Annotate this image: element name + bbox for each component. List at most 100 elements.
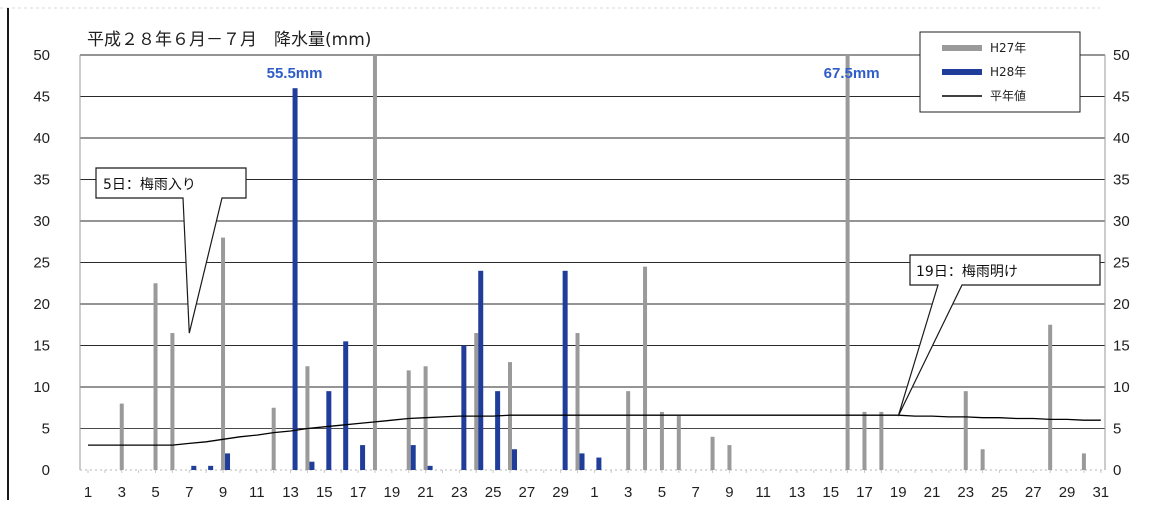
bar-h27	[221, 237, 226, 470]
bar-h28	[410, 445, 416, 470]
x-tick-label: 3	[624, 484, 632, 501]
legend-swatch-h28	[942, 69, 982, 75]
x-tick-label: 7	[185, 484, 193, 501]
annotations: 5日：梅雨入り 19日：梅雨明け	[95, 167, 1101, 417]
bar-h28	[292, 88, 298, 470]
bar-h27	[1081, 453, 1086, 470]
bar-h28	[225, 453, 231, 470]
y-tick-label-left: 5	[42, 421, 50, 438]
x-tick-label: 19	[383, 484, 400, 501]
x-tick-label: 23	[451, 484, 468, 501]
bar-h27	[727, 445, 732, 470]
offscale-labels: 55.5mm 67.5mm	[267, 65, 880, 82]
callout-rainy-season-start-label: 5日：梅雨入り	[103, 177, 196, 193]
x-tick-label: 29	[552, 484, 569, 501]
x-tick-label: 25	[485, 484, 502, 501]
bar-h28	[326, 391, 332, 470]
x-tick-label: 25	[991, 484, 1008, 501]
bar-h27	[643, 266, 648, 470]
bar-h28	[191, 465, 197, 470]
bar-h27	[626, 391, 631, 470]
bar-h27	[271, 407, 276, 470]
x-tick-label: 15	[316, 484, 333, 501]
y-tick-label-right: 0	[1113, 462, 1121, 479]
series-h27-bars	[119, 55, 1086, 470]
y-tick-label-right: 50	[1113, 47, 1130, 64]
x-tick-label: 29	[1059, 484, 1076, 501]
y-tick-label-left: 50	[33, 47, 50, 64]
bar-h27	[1048, 324, 1053, 470]
bar-h28	[427, 465, 433, 470]
bar-h28	[208, 465, 214, 470]
x-tick-label: 5	[151, 484, 159, 501]
x-tick-label: 13	[789, 484, 806, 501]
x-tick-label: 17	[350, 484, 367, 501]
bar-h28	[343, 341, 349, 470]
y-tick-label-left: 30	[33, 213, 50, 230]
bar-h28	[478, 270, 484, 470]
bar-h27	[508, 362, 512, 470]
x-tick-label: 21	[924, 484, 941, 501]
bar-h27	[862, 411, 867, 470]
bar-h27	[575, 333, 580, 470]
x-tick-label: 31	[1092, 484, 1109, 501]
y-tick-label-right: 25	[1113, 255, 1130, 272]
bar-h28	[495, 391, 501, 470]
x-tick-label: 23	[957, 484, 974, 501]
bar-h28	[562, 270, 568, 470]
x-tick-label: 11	[755, 484, 771, 501]
bar-h27	[119, 403, 124, 470]
y-tick-label-left: 0	[42, 462, 50, 479]
series-h28-bars	[191, 88, 602, 470]
bar-h28	[461, 345, 467, 470]
y-tick-label-right: 35	[1113, 172, 1130, 189]
x-axis: 1 3 5 7 9 11 13 15 17 19 21 23 25 27 29 1 3 5 7 9 11 13 15 17 19…	[80, 469, 1109, 501]
callout-rainy-season-end	[897, 254, 1101, 417]
y-tick-label-left: 40	[33, 130, 50, 147]
x-tick-label: 19	[890, 484, 907, 501]
x-tick-label: 5	[658, 484, 666, 501]
x-tick-label: 9	[219, 484, 227, 501]
x-tick-label: 9	[725, 484, 733, 501]
x-tick-label: 21	[417, 484, 434, 501]
y-tick-label-right: 10	[1113, 379, 1130, 396]
bar-h27	[305, 366, 310, 470]
legend-swatch-h27	[942, 45, 982, 51]
bar-h28	[579, 453, 585, 470]
y-tick-label-right: 45	[1113, 89, 1130, 106]
y-tick-label-right: 15	[1113, 338, 1130, 355]
legend-label-h27: H27年	[990, 41, 1026, 55]
x-tick-label: 3	[118, 484, 126, 501]
x-tick-label: 1	[84, 484, 92, 501]
x-tick-label: 27	[1025, 484, 1042, 501]
bar-h27	[845, 55, 850, 470]
bar-h27	[170, 333, 175, 470]
bar-h27	[153, 283, 158, 470]
y-tick-label-left: 25	[33, 255, 50, 272]
y-tick-label-left: 10	[33, 379, 50, 396]
y-axis-left: 0 5 10 15 20 25 30 35 40 45 50	[33, 47, 50, 479]
x-tick-label: 11	[249, 484, 265, 501]
offscale-label: 55.5mm	[267, 65, 323, 82]
x-tick-label: 15	[822, 484, 839, 501]
x-tick-label: 27	[519, 484, 536, 501]
bar-h27	[659, 411, 664, 470]
y-tick-label-left: 15	[33, 338, 50, 355]
y-tick-label-right: 20	[1113, 296, 1130, 313]
callout-rainy-season-end-label: 19日：梅雨明け	[916, 264, 1018, 280]
x-tick-label: 17	[856, 484, 873, 501]
y-tick-label-left: 35	[33, 172, 50, 189]
bar-h27	[980, 449, 985, 470]
bar-h27	[676, 416, 681, 470]
bar-h28	[309, 461, 315, 470]
bar-h27	[372, 55, 377, 470]
bar-h27	[879, 411, 884, 470]
y-tick-label-right: 40	[1113, 130, 1130, 147]
bar-h27	[406, 370, 411, 470]
bar-h28	[360, 445, 366, 470]
average-line	[88, 414, 1101, 446]
bar-h27	[710, 436, 715, 470]
x-tick-label: 1	[590, 484, 598, 501]
legend-label-average: 平年値	[990, 88, 1026, 103]
